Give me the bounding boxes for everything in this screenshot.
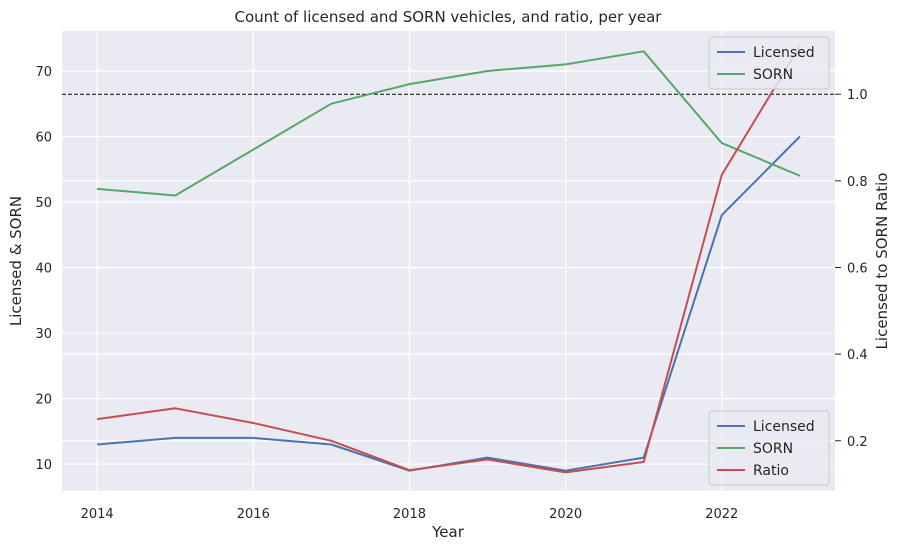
legend-top-right: Licensed SORN xyxy=(708,36,830,90)
x-tick-label: 2018 xyxy=(393,507,426,522)
legend-label: Ratio xyxy=(753,463,789,479)
y-axis-right-label: Licensed to SORN Ratio xyxy=(873,173,891,350)
legends-group: Licensed SORN Licensed SORN Ratio xyxy=(708,36,830,486)
series-group xyxy=(96,45,801,474)
y-right-tick-label: 0.6 xyxy=(847,261,868,276)
legend-bottom-right: Licensed SORN Ratio xyxy=(708,410,830,486)
y-tick-label: 10 xyxy=(35,458,52,473)
y-right-tick-label: 0.4 xyxy=(847,348,868,363)
y-axis-label: Licensed & SORN xyxy=(7,196,25,326)
y-tick-label: 60 xyxy=(35,130,52,145)
y-right-tick-label: 1.0 xyxy=(847,88,868,103)
x-axis-label: Year xyxy=(431,523,465,541)
legend-label: SORN xyxy=(753,67,793,83)
series-line-ratio xyxy=(96,45,801,474)
x-tick-label: 2016 xyxy=(237,507,270,522)
x-tick-label: 2020 xyxy=(549,507,582,522)
y-right-tick-label: 0.2 xyxy=(847,435,868,450)
series-line-sorn xyxy=(97,50,801,197)
legend-label: Licensed xyxy=(753,45,815,61)
ticks-group: 2014 2016 2018 2020 2022 10 20 30 40 50 60 70 0.2 0.4… xyxy=(35,65,867,522)
x-tick-label: 2014 xyxy=(81,507,114,522)
y-tick-label: 50 xyxy=(35,196,52,211)
grid xyxy=(62,31,835,491)
legend-box xyxy=(708,410,830,486)
y-tick-label: 30 xyxy=(35,327,52,342)
y-tick-label: 20 xyxy=(35,393,52,408)
y-right-tick-label: 0.8 xyxy=(847,175,868,190)
y-tick-label: 40 xyxy=(35,262,52,277)
legend-box xyxy=(708,36,830,90)
legend-label: SORN xyxy=(753,441,793,457)
y-tick-label: 70 xyxy=(35,65,52,80)
legend-label: Licensed xyxy=(753,419,815,435)
chart-title: Count of licensed and SORN vehicles, and… xyxy=(235,8,663,26)
x-tick-label: 2022 xyxy=(705,507,738,522)
